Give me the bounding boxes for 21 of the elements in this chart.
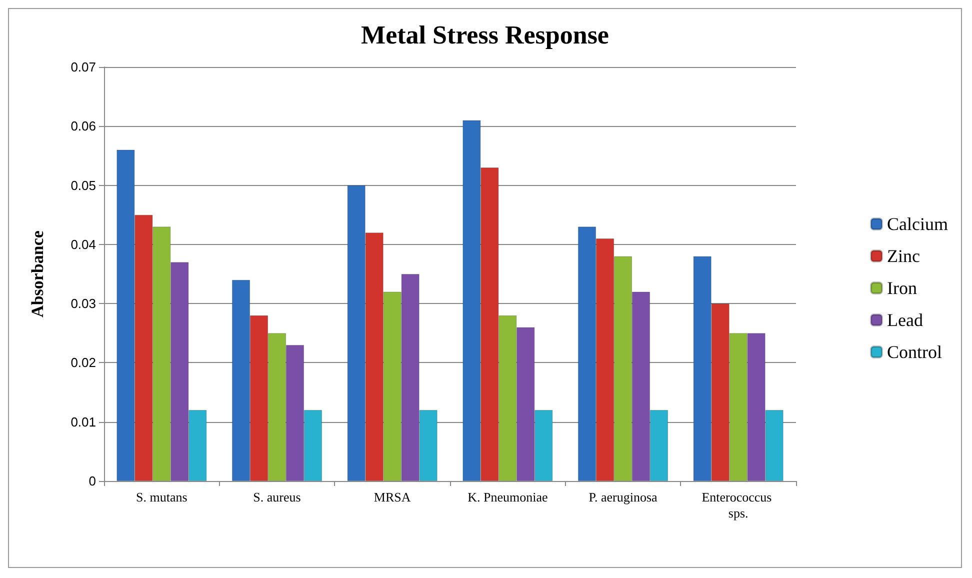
legend-label: Iron — [887, 278, 918, 298]
y-tick-label: 0.05 — [70, 178, 96, 193]
legend-label: Calcium — [887, 214, 948, 234]
legend-label: Control — [887, 342, 942, 362]
x-tick-label: Enterococcus sps. — [702, 490, 775, 520]
legend-label: Zinc — [887, 246, 920, 266]
x-tick-label: S. mutans — [136, 490, 188, 504]
x-tick-label: MRSA — [374, 490, 412, 504]
y-axis-title: Absorbance — [28, 230, 47, 318]
y-tick-label: 0.04 — [70, 236, 96, 252]
y-tick-label: 0.01 — [70, 414, 96, 430]
y-tick-label: 0.03 — [70, 296, 96, 312]
x-tick-label: P. aeruginosa — [588, 490, 658, 504]
chart-title: Metal Stress Response — [361, 20, 609, 50]
x-tick-label: S. aureus — [253, 490, 301, 504]
x-tick-label: K. Pneumoniae — [468, 490, 548, 504]
y-tick-label: 0 — [88, 474, 96, 488]
y-tick-label: 0.02 — [70, 355, 96, 370]
legend-label: Lead — [887, 310, 923, 330]
y-tick-label: 0.06 — [70, 118, 96, 134]
y-tick-label: 0.07 — [70, 60, 96, 74]
